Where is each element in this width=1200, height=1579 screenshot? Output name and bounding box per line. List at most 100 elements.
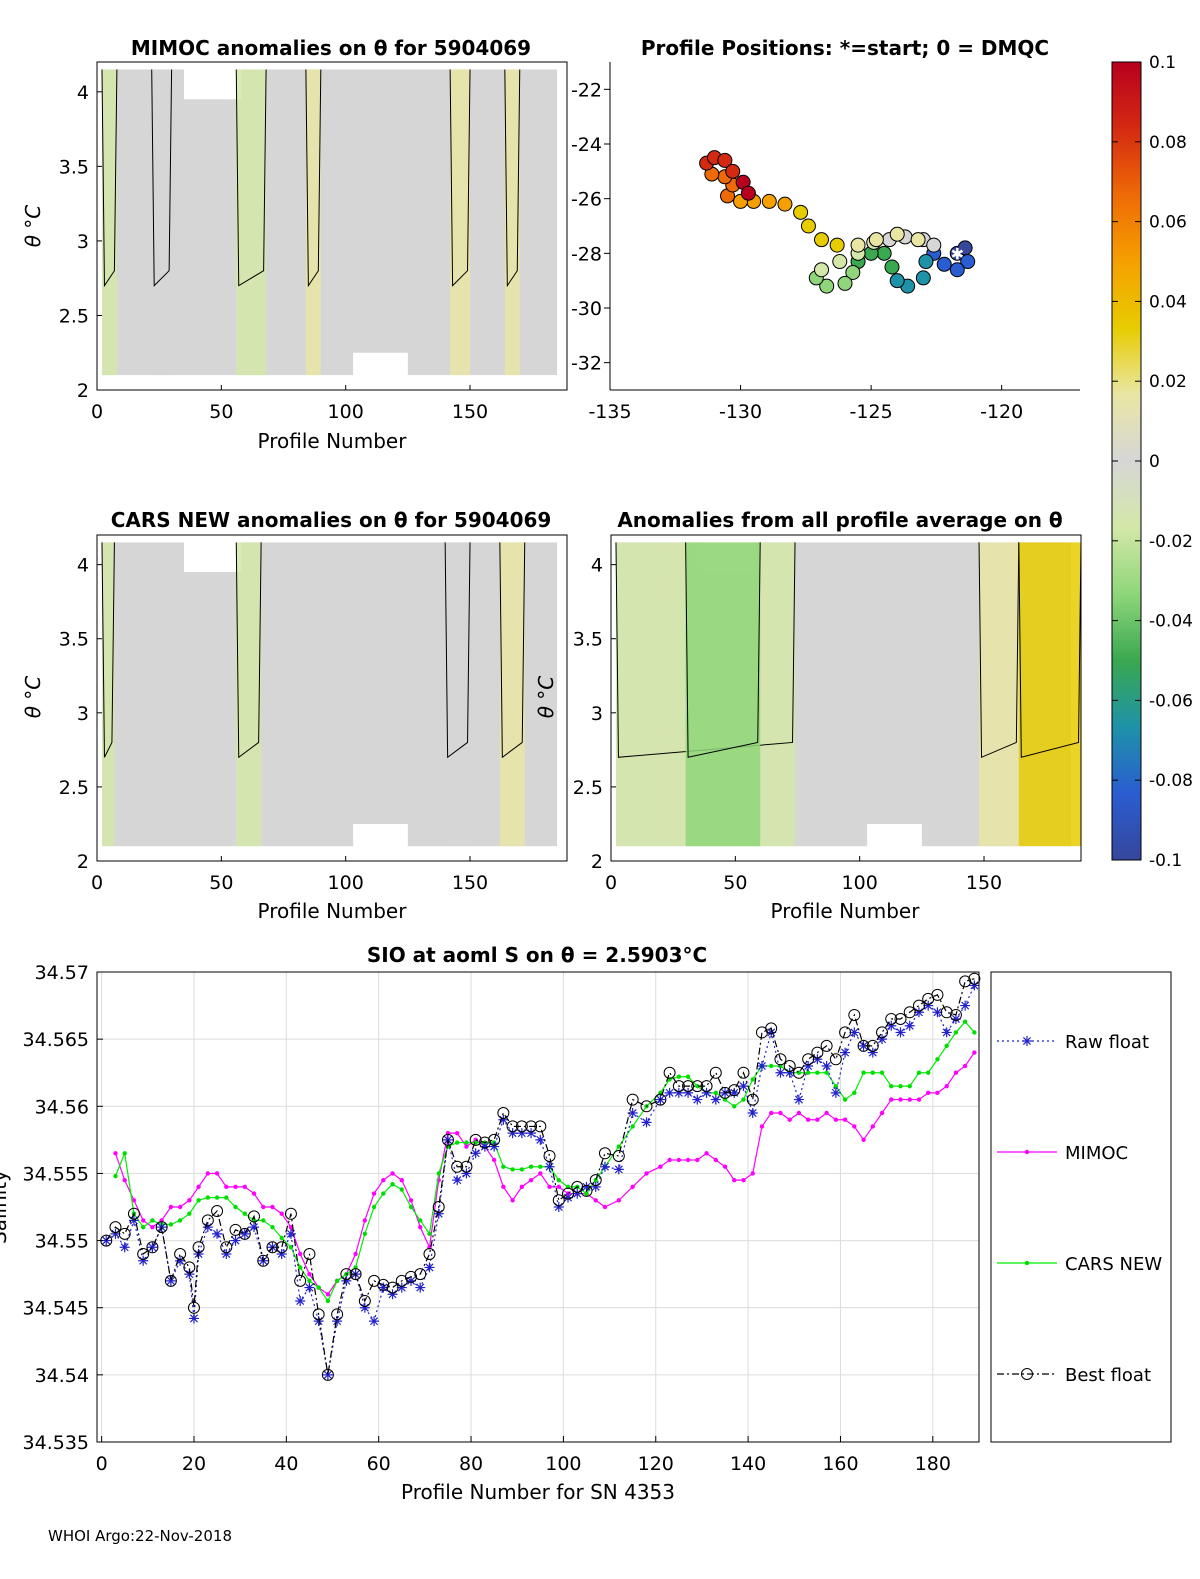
mimoc-point <box>538 1171 543 1176</box>
best-float-point <box>912 999 925 1012</box>
cars-new-point <box>279 1235 284 1241</box>
mimoc-point <box>510 1198 515 1203</box>
raw-float-point <box>858 1040 869 1051</box>
x-tick-label: 0 <box>91 401 103 423</box>
best-float-point <box>589 1174 602 1187</box>
mimoc-point <box>704 1151 709 1156</box>
raw-float-point <box>747 1108 758 1118</box>
salinity-title: SIO at aoml S on θ = 2.5903°C <box>367 943 707 967</box>
cars-new-point <box>685 1074 691 1079</box>
mimoc-ylabel: θ °C <box>21 205 45 248</box>
mimoc-point <box>889 1097 894 1102</box>
best-float-point <box>562 1187 575 1200</box>
raw-float-point <box>313 1316 324 1327</box>
cars-title: CARS NEW anomalies on θ for 5904069 <box>111 508 552 532</box>
cars-new-point <box>528 1164 534 1169</box>
cars-new-point <box>140 1224 146 1230</box>
y-tick-label: 2 <box>591 851 603 873</box>
raw-float-point <box>498 1114 509 1125</box>
cars-new-point <box>307 1278 312 1284</box>
raw-float-point <box>387 1289 398 1300</box>
mimoc-point <box>251 1191 257 1196</box>
mimoc-point <box>602 1204 608 1210</box>
y-tick-label: 3 <box>77 703 89 725</box>
cars-new-point <box>233 1204 238 1210</box>
cars-new-point <box>870 1070 875 1075</box>
anomaly-contour <box>235 542 262 759</box>
mimoc-point <box>759 1124 765 1129</box>
y-tick-label: 3 <box>591 703 603 725</box>
legend-entry: CARS NEW <box>1065 1254 1162 1275</box>
track-point <box>793 204 809 220</box>
best-float-point <box>312 1308 325 1321</box>
raw-float-point <box>581 1181 592 1192</box>
raw-float-point <box>285 1228 296 1239</box>
mimoc-point <box>528 1177 534 1183</box>
positions-ticks: -135 -130 -125 -120 -22 -24 -26 -28 -30 -32 <box>571 79 1023 423</box>
raw-float-point <box>756 1061 767 1071</box>
average-axes-frame <box>610 534 1082 862</box>
heatmap-gap <box>353 352 408 390</box>
anomaly-band <box>450 69 471 376</box>
best-float-point <box>164 1274 177 1287</box>
track-point <box>829 237 845 253</box>
anomaly-contour <box>151 69 173 287</box>
best-float-point <box>118 1227 131 1240</box>
y-tick-label: 34.57 <box>35 962 89 984</box>
anomaly-band <box>236 542 262 847</box>
y-tick-label: 34.545 <box>23 1298 89 1320</box>
cars-new-line <box>114 1020 975 1303</box>
x-tick-label: 60 <box>367 1453 391 1475</box>
raw-float-point <box>830 1087 841 1098</box>
mimoc-xlabel: Profile Number <box>258 429 408 453</box>
anomaly-contour <box>499 542 526 759</box>
cars-new-point <box>879 1070 885 1075</box>
mimoc-point <box>140 1218 146 1223</box>
cars-new-point <box>768 1063 774 1069</box>
mimoc-point <box>131 1198 137 1203</box>
y-tick-label: 3.5 <box>59 629 89 651</box>
colorbar-tick-label: 0.04 <box>1149 292 1187 312</box>
mimoc-point <box>501 1184 506 1190</box>
cars-new-point <box>242 1211 247 1216</box>
mimoc-point <box>861 1137 866 1143</box>
mimoc-point <box>630 1184 635 1190</box>
best-float-point <box>340 1268 353 1281</box>
y-tick-label: 3.5 <box>573 629 603 651</box>
average-ticks: 0 50 100 150 2 2.5 3 3.5 4 <box>573 555 1002 894</box>
mimoc-point <box>616 1198 622 1203</box>
best-float-point <box>737 1066 750 1079</box>
mimoc-point <box>768 1110 774 1116</box>
x-tick-label: 150 <box>966 872 1002 894</box>
raw-float-point <box>276 1249 287 1259</box>
x-tick-label: 50 <box>209 872 233 894</box>
raw-float-point <box>941 1027 952 1038</box>
y-tick-label: -24 <box>571 134 602 156</box>
mimoc-anomaly-panel: MIMOC anomalies on θ for 5904069 0 50 100 1… <box>21 36 568 453</box>
raw-float-point <box>710 1094 721 1105</box>
track-point <box>936 256 952 272</box>
y-tick-label: 3.5 <box>59 156 89 178</box>
anomaly-contour <box>685 542 761 758</box>
mimoc-point <box>547 1184 552 1190</box>
best-float-point <box>691 1080 704 1093</box>
cars-new-point <box>935 1057 940 1062</box>
raw-float-point <box>932 1007 943 1018</box>
mimoc-point <box>805 1117 811 1122</box>
raw-float-point <box>138 1255 149 1266</box>
cars-new-point <box>695 1083 700 1089</box>
y-tick-label: 2.5 <box>59 305 89 327</box>
raw-float-point <box>775 1067 786 1078</box>
mimoc-point <box>371 1191 377 1196</box>
mimoc-point <box>842 1117 848 1122</box>
mimoc-point <box>972 1050 977 1055</box>
mimoc-point <box>177 1204 183 1210</box>
best-float-point <box>663 1066 676 1079</box>
best-float-point <box>774 1053 787 1066</box>
best-float-point <box>146 1241 159 1254</box>
mimoc-point <box>732 1177 737 1183</box>
cars-new-point <box>972 1030 977 1035</box>
anomaly-band <box>101 542 115 847</box>
average-ylabel: θ °C <box>534 676 558 719</box>
anomaly-band <box>101 69 117 376</box>
